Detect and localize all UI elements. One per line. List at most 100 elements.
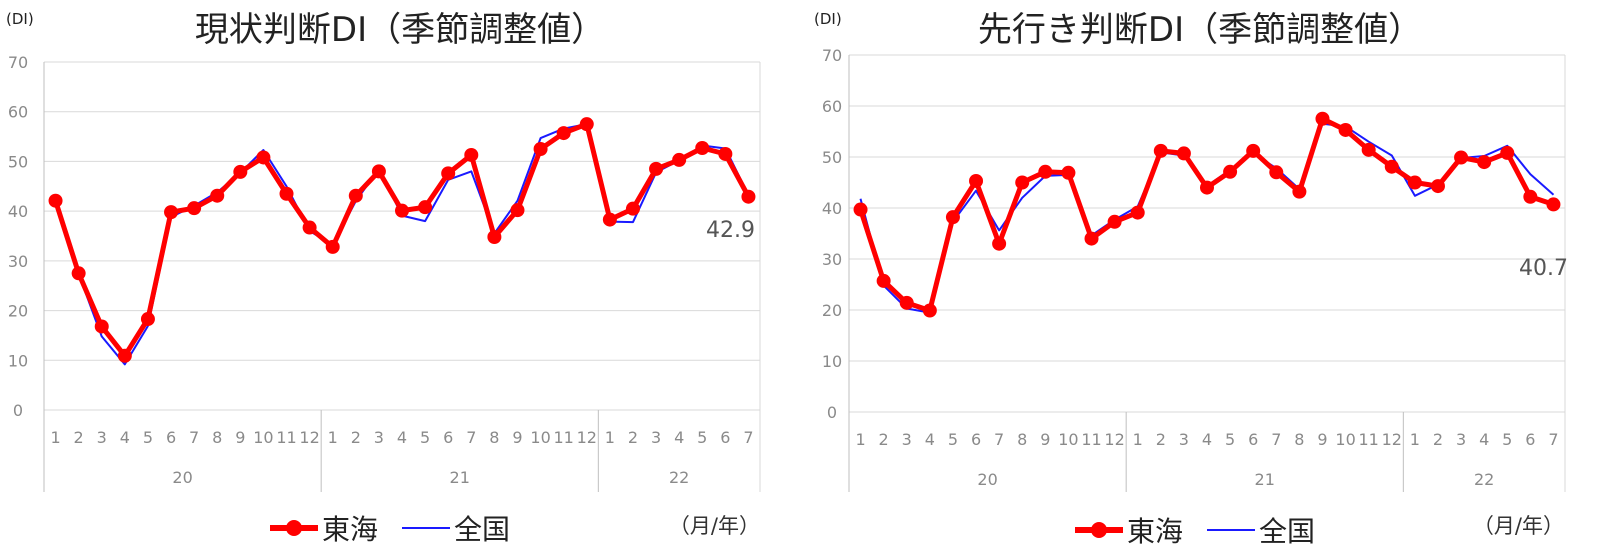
series-line-tokai [858, 116, 1555, 313]
x-tick-label: 3 [97, 428, 107, 447]
y-tick-label: 70 [822, 46, 842, 65]
year-label: 21 [1255, 470, 1275, 489]
tokai-marker-icon [270, 518, 318, 538]
data-point [1223, 164, 1238, 179]
x-tick-label: 8 [1294, 430, 1304, 449]
data-point [1361, 142, 1376, 157]
legend-item-national: 全国 [402, 508, 510, 548]
y-tick-label: 30 [8, 252, 28, 271]
x-tick-label: 8 [1017, 430, 1027, 449]
x-tick-label: 3 [374, 428, 384, 447]
x-tick-label: 5 [1502, 430, 1512, 449]
y-tick-label: 30 [822, 250, 842, 269]
data-point [1015, 175, 1030, 190]
x-tick-label: 9 [235, 428, 245, 447]
data-point [1523, 189, 1538, 204]
data-point [672, 152, 687, 167]
x-tick-label: 1 [855, 430, 865, 449]
y-tick-label: 40 [8, 202, 28, 221]
last-value-label: 42.9 [706, 218, 755, 243]
x-tick-label: 4 [1202, 430, 1212, 449]
x-tick-label: 12 [1104, 430, 1124, 449]
x-tick-label: 9 [1317, 430, 1327, 449]
data-point [117, 348, 132, 363]
data-point [164, 205, 179, 220]
legend: 東海 全国 [270, 508, 534, 548]
outlook-di-panel: (DI) 先行き判断DI（季節調整値） 0 10 20 30 40 50 60 70 1 2 3 4 5… [800, 0, 1600, 550]
x-tick-label: 12 [1382, 430, 1402, 449]
x-tick-label: 7 [189, 428, 199, 447]
x-tick-label: 3 [1179, 430, 1189, 449]
x-tick-label: 8 [212, 428, 222, 447]
data-point [556, 126, 571, 141]
x-tick-label: 1 [50, 428, 60, 447]
data-point [1546, 197, 1561, 212]
x-tick-label: 4 [120, 428, 130, 447]
x-tick-label: 11 [553, 428, 573, 447]
x-tick-label: 5 [1225, 430, 1235, 449]
x-tick-label: 10 [1335, 430, 1355, 449]
x-tick-label: 10 [530, 428, 550, 447]
x-tick-label: 5 [420, 428, 430, 447]
y-tick-label: 60 [822, 97, 842, 116]
x-tick-label: 4 [925, 430, 935, 449]
y-unit-label: (DI) [814, 10, 842, 28]
x-tick-label: 2 [1156, 430, 1166, 449]
month-year-label: （月/年） [668, 514, 760, 538]
y-unit-label: (DI) [6, 10, 34, 28]
data-point [969, 173, 984, 188]
data-point [48, 193, 63, 208]
month-year-label: （月/年） [1472, 514, 1564, 538]
x-tick-label: 7 [743, 428, 753, 447]
data-point [210, 188, 225, 203]
current-di-panel: (DI) 現状判断DI（季節調整値） 0 10 20 30 40 50 60 70 1 2 3 4 5 6… [6, 10, 761, 548]
x-tick-label: 6 [443, 428, 453, 447]
data-point [1384, 159, 1399, 174]
y-tick-label: 0 [13, 401, 23, 420]
x-tick-label: 1 [1133, 430, 1143, 449]
x-tick-label: 2 [1433, 430, 1443, 449]
x-tick-label: 3 [902, 430, 912, 449]
data-point [302, 220, 317, 235]
data-point [487, 229, 502, 244]
x-tick-label: 1 [605, 428, 615, 447]
data-point [187, 201, 202, 216]
x-tick-label: 1 [328, 428, 338, 447]
x-tick-label: 2 [351, 428, 361, 447]
data-point [510, 203, 525, 218]
data-point [602, 212, 617, 227]
data-point [649, 161, 664, 176]
data-point [1407, 175, 1422, 190]
x-tick-label: 5 [948, 430, 958, 449]
data-point [1292, 184, 1307, 199]
data-point [441, 166, 456, 181]
y-tick-label: 50 [8, 152, 28, 171]
legend-label-national: 全国 [1259, 515, 1316, 548]
data-point [1130, 205, 1145, 220]
data-point [325, 239, 340, 254]
data-point [1107, 214, 1122, 229]
x-tick-label: 3 [651, 428, 661, 447]
data-point [1338, 122, 1353, 137]
national-line-icon [402, 518, 451, 538]
x-tick-label: 11 [276, 428, 296, 447]
x-tick-label: 6 [971, 430, 981, 449]
x-tick-label: 11 [1081, 430, 1101, 449]
data-point [625, 201, 640, 216]
data-point [741, 189, 756, 204]
x-tick-label: 2 [879, 430, 889, 449]
x-tick-label: 12 [299, 428, 319, 447]
data-point [718, 146, 733, 161]
year-label: 20 [172, 468, 192, 487]
data-point [853, 202, 868, 217]
data-point [533, 142, 548, 156]
data-point [371, 164, 386, 179]
legend-label-tokai: 東海 [1127, 515, 1184, 548]
year-label: 21 [450, 468, 470, 487]
y-tick-label: 10 [8, 351, 28, 370]
data-point [1200, 180, 1214, 195]
series-line-national [859, 122, 1555, 314]
x-tick-label: 10 [1058, 430, 1078, 449]
legend: 東海 全国 [1075, 510, 1339, 550]
